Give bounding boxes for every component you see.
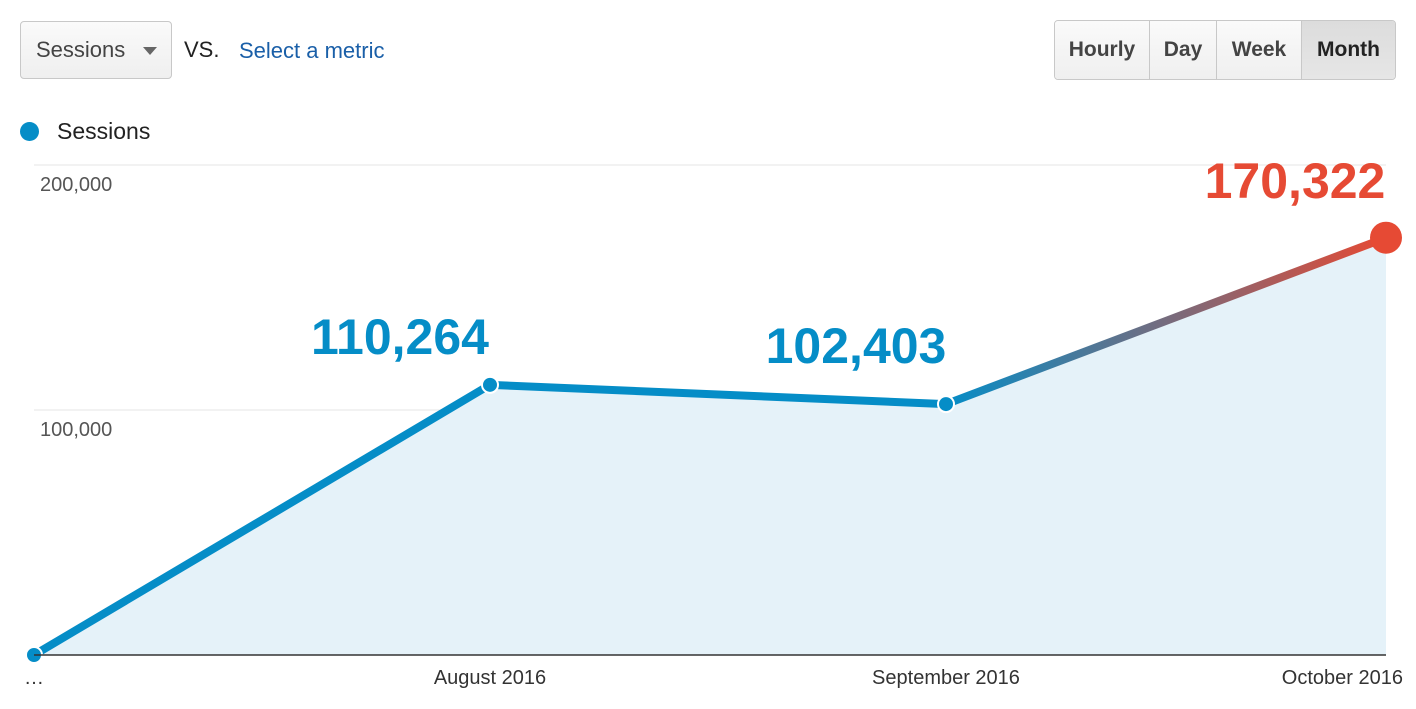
- metric-select-label: Sessions: [36, 37, 126, 62]
- data-point-3: [1370, 221, 1402, 254]
- data-label: 102,403: [766, 318, 947, 374]
- data-label: 170,322: [1205, 153, 1386, 209]
- hourly-button[interactable]: Hourly: [1055, 21, 1150, 79]
- legend-label: Sessions: [57, 118, 151, 144]
- metric-select[interactable]: Sessions: [20, 21, 172, 79]
- series-line-segment: [942, 233, 1390, 409]
- series-line-segment: [30, 380, 494, 659]
- week-button[interactable]: Week: [1217, 21, 1302, 79]
- month-button[interactable]: Month: [1302, 21, 1395, 79]
- series-line-segment: [486, 380, 950, 409]
- select-metric-link[interactable]: Select a metric: [239, 38, 385, 63]
- series-area-fill: [34, 237, 1386, 655]
- data-point-1: [481, 375, 499, 394]
- x-tick-label: October 2016: [1282, 667, 1403, 689]
- data-point-2: [937, 395, 955, 414]
- x-tick-label: …: [24, 667, 44, 689]
- y-tick-label: 100,000: [40, 419, 112, 441]
- chart-legend: Sessions: [20, 118, 150, 145]
- data-label: 110,264: [311, 309, 489, 365]
- granularity-toggle: Hourly Day Week Month: [1054, 20, 1396, 80]
- vs-label: VS.: [184, 37, 220, 62]
- legend-marker: [20, 122, 39, 141]
- y-tick-label: 200,000: [40, 174, 112, 196]
- x-tick-label: September 2016: [872, 667, 1020, 689]
- day-button[interactable]: Day: [1150, 21, 1217, 79]
- x-tick-label: August 2016: [434, 667, 546, 689]
- chevron-down-icon: [143, 47, 157, 55]
